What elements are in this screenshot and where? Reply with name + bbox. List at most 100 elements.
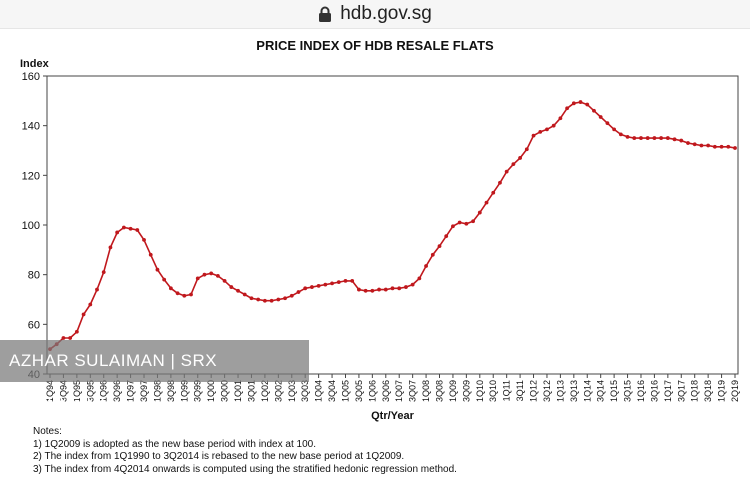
x-tick-label: 1Q11 bbox=[502, 380, 512, 401]
data-point bbox=[417, 276, 422, 281]
data-point bbox=[645, 136, 650, 140]
data-point bbox=[242, 292, 247, 297]
x-tick-label: 2Q19 bbox=[730, 380, 740, 402]
x-tick-label: 1Q10 bbox=[475, 380, 485, 402]
data-point bbox=[256, 297, 261, 302]
data-point bbox=[397, 286, 402, 291]
data-point bbox=[363, 288, 368, 293]
note-item: 2) The index from 1Q1990 to 3Q2014 is re… bbox=[33, 451, 405, 462]
data-point bbox=[155, 267, 160, 272]
data-point bbox=[571, 101, 576, 106]
data-point bbox=[310, 285, 314, 289]
data-point bbox=[390, 286, 395, 291]
data-point bbox=[491, 190, 496, 195]
url-container[interactable]: hdb.gov.sg bbox=[0, 0, 750, 28]
data-point bbox=[437, 244, 442, 249]
data-point bbox=[377, 287, 381, 292]
data-point bbox=[632, 136, 637, 140]
x-tick-label: 1Q12 bbox=[529, 380, 539, 402]
data-point bbox=[410, 282, 415, 287]
x-tick-label: 1Q00 bbox=[206, 380, 216, 402]
data-point bbox=[457, 220, 462, 225]
x-tick-label: 3Q03 bbox=[300, 380, 310, 402]
data-point bbox=[222, 278, 227, 283]
data-point bbox=[484, 200, 489, 205]
x-tick-label: 1Q97 bbox=[126, 380, 136, 402]
plot-frame bbox=[46, 75, 739, 375]
data-point bbox=[229, 285, 234, 289]
x-tick-label: 1Q94 bbox=[45, 380, 55, 402]
data-point bbox=[471, 219, 475, 224]
x-tick-label: 3Q07 bbox=[408, 380, 418, 402]
x-tick-label: 1Q05 bbox=[340, 380, 350, 402]
data-point bbox=[202, 272, 207, 277]
data-point bbox=[578, 100, 583, 104]
x-tick-label: 1Q13 bbox=[555, 380, 565, 402]
x-tick-label: 3Q12 bbox=[542, 380, 552, 402]
url-text[interactable]: hdb.gov.sg bbox=[340, 3, 432, 24]
data-point bbox=[61, 336, 66, 340]
data-point bbox=[336, 280, 341, 285]
series-line bbox=[49, 101, 736, 350]
x-tick-label: 3Q16 bbox=[649, 380, 659, 402]
data-point bbox=[477, 210, 482, 215]
data-point bbox=[464, 221, 469, 226]
x-tick-label: 3Q13 bbox=[569, 380, 579, 402]
data-point bbox=[692, 142, 697, 147]
data-point bbox=[148, 252, 153, 257]
data-point bbox=[451, 224, 455, 229]
data-point bbox=[357, 287, 361, 292]
y-tick-label: 140 bbox=[22, 121, 40, 133]
x-tick-label: 3Q96 bbox=[112, 380, 122, 402]
data-point bbox=[276, 297, 281, 302]
x-tick-label: 1Q03 bbox=[287, 380, 297, 402]
data-point bbox=[404, 285, 408, 289]
x-axis-label: Qtr/Year bbox=[371, 410, 415, 422]
data-point bbox=[142, 238, 146, 242]
data-point bbox=[88, 302, 93, 307]
watermark: AZHAR SULAIMAN | SRX PROPERTY bbox=[0, 340, 309, 412]
x-tick-label: 1Q19 bbox=[717, 380, 727, 402]
data-point bbox=[504, 169, 509, 174]
data-point bbox=[350, 278, 355, 283]
data-point bbox=[343, 278, 348, 283]
x-tick-label: 3Q95 bbox=[85, 380, 95, 402]
browser-address-bar[interactable]: hdb.gov.sg bbox=[0, 0, 750, 29]
data-point bbox=[618, 132, 623, 137]
data-point bbox=[74, 329, 79, 334]
data-point bbox=[330, 281, 334, 286]
x-tick-label: 3Q01 bbox=[246, 380, 256, 402]
x-tick-label: 1Q02 bbox=[260, 380, 270, 402]
data-point bbox=[706, 143, 711, 148]
data-point bbox=[605, 121, 610, 126]
data-point bbox=[518, 156, 522, 160]
data-point bbox=[195, 276, 200, 281]
x-tick-label: 3Q02 bbox=[273, 380, 283, 402]
data-point bbox=[263, 298, 267, 303]
note-item: 1) 1Q2009 is adopted as the new base per… bbox=[33, 438, 316, 450]
x-tick-label: 1Q04 bbox=[314, 380, 324, 402]
y-tick-label: 80 bbox=[28, 270, 40, 282]
data-point bbox=[592, 108, 596, 113]
data-point bbox=[370, 288, 375, 293]
data-point bbox=[524, 147, 529, 152]
data-point bbox=[283, 296, 287, 301]
data-point bbox=[289, 293, 294, 298]
data-point bbox=[383, 287, 388, 292]
data-point bbox=[168, 286, 173, 291]
x-tick-label: 3Q99 bbox=[193, 380, 203, 402]
x-tick-label: 1Q07 bbox=[394, 380, 404, 402]
data-point bbox=[182, 293, 187, 298]
x-tick-label: 3Q94 bbox=[58, 380, 68, 402]
x-tick-label: 3Q14 bbox=[596, 380, 606, 402]
x-tick-label: 1Q06 bbox=[367, 380, 377, 402]
data-point bbox=[625, 134, 630, 139]
data-point bbox=[189, 292, 193, 297]
data-point bbox=[733, 146, 737, 150]
data-point bbox=[585, 102, 590, 107]
data-point bbox=[511, 162, 516, 167]
data-point bbox=[81, 312, 86, 317]
x-tick-label: 3Q05 bbox=[354, 380, 364, 402]
data-point bbox=[121, 225, 126, 230]
data-point bbox=[68, 336, 73, 340]
